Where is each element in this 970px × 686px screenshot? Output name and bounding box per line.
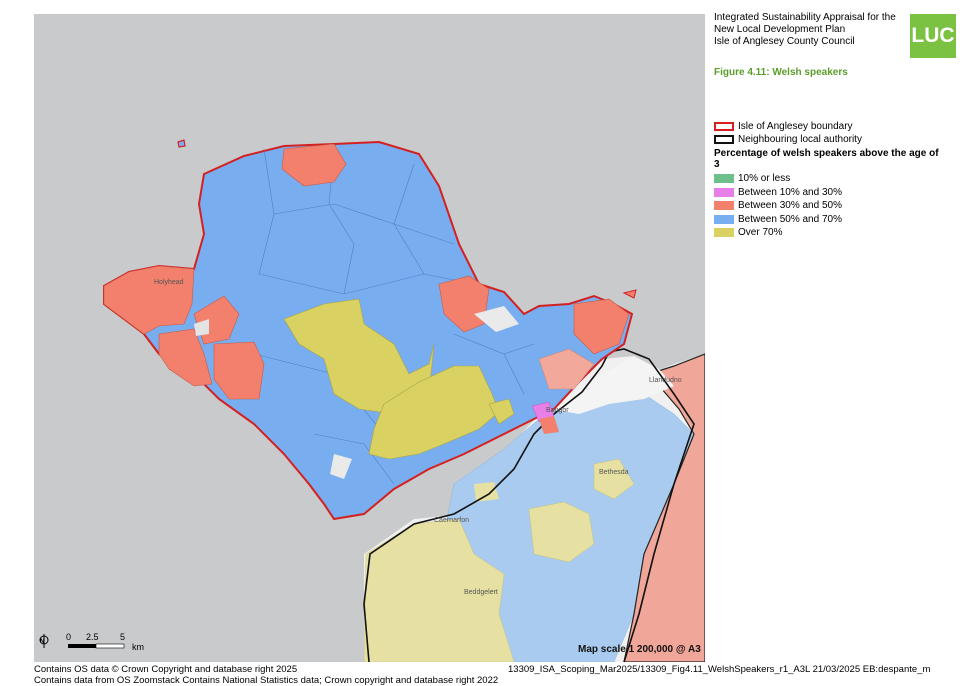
header-org: Isle of Anglesey County Council bbox=[714, 36, 855, 47]
place-bangor: Bangor bbox=[546, 407, 569, 414]
place-caernarfon: Caernarfon bbox=[434, 517, 469, 524]
ward-red-bangor bbox=[539, 416, 559, 434]
ward-red-beaumaris bbox=[573, 298, 630, 355]
legend-title: Percentage of welsh speakers above the a… bbox=[714, 147, 939, 170]
svg-text:N: N bbox=[40, 639, 44, 645]
north-arrow-icon: N bbox=[39, 634, 49, 648]
legend-class-3: Between 50% and 70% bbox=[714, 213, 944, 225]
svg-text:km: km bbox=[132, 642, 144, 652]
svg-text:5: 5 bbox=[120, 632, 125, 642]
mainland-ward-yellow bbox=[363, 518, 515, 662]
legend-class-4: Over 70% bbox=[714, 227, 944, 239]
neighbour-boundary bbox=[363, 348, 695, 662]
place-holyhead: Holyhead bbox=[154, 279, 184, 286]
ward-red-amlwch bbox=[438, 275, 490, 333]
mainland-ward-yellow-4 bbox=[474, 482, 499, 502]
anglesey-gap-2 bbox=[330, 454, 352, 479]
legend-boundary: Isle of Anglesey boundary bbox=[714, 120, 944, 132]
svg-text:2.5: 2.5 bbox=[86, 632, 99, 642]
ward-red-north bbox=[281, 143, 347, 187]
map-scale-text: Map scale 1 200,000 @ A3 bbox=[578, 644, 701, 655]
footer-copyright-2: Contains data from OS Zoomstack Contains… bbox=[34, 675, 499, 686]
legend-class-label: Between 30% and 50% bbox=[738, 200, 842, 211]
legend-boundary-label: Isle of Anglesey boundary bbox=[738, 120, 853, 132]
ward-pink-menai bbox=[538, 348, 595, 390]
mainland-white bbox=[549, 356, 674, 414]
ward-red-holyhead bbox=[103, 265, 195, 335]
legend-class-label: 10% or less bbox=[738, 173, 791, 184]
legend-swatch bbox=[714, 228, 734, 237]
ward-yellow-central bbox=[283, 298, 435, 415]
footer-copyright-1: Contains OS data © Crown Copyright and d… bbox=[34, 664, 298, 675]
luc-logo: LUC bbox=[910, 14, 956, 58]
place-beddgelert: Beddgelert bbox=[464, 589, 498, 596]
header-line2: New Local Development Plan bbox=[714, 24, 846, 35]
neighbour-pink bbox=[623, 353, 705, 662]
islet bbox=[177, 139, 186, 148]
footer-file-path: 13309_ISA_Scoping_Mar2025/13309_Fig4.11_… bbox=[508, 665, 931, 675]
anglesey-gap-3 bbox=[194, 319, 209, 336]
islet-2 bbox=[622, 289, 637, 299]
legend-class-2: Between 30% and 50% bbox=[714, 200, 944, 212]
ward-yellow-small bbox=[488, 398, 515, 425]
place-bethesda: Bethesda bbox=[599, 469, 629, 476]
legend-neighbour-swatch bbox=[714, 135, 734, 144]
legend-class-label: Over 70% bbox=[738, 227, 783, 238]
legend-class-1: Between 10% and 30% bbox=[714, 186, 944, 198]
map-canvas[interactable]: Holyhead Bangor Llandudno Caernarfon Bet… bbox=[34, 14, 705, 662]
ward-yellow-llangefni bbox=[368, 365, 500, 460]
figure-title: Figure 4.11: Welsh speakers bbox=[714, 67, 848, 78]
legend-class-label: Between 10% and 30% bbox=[738, 186, 842, 198]
legend-neighbour-label: Neighbouring local authority bbox=[738, 134, 862, 145]
legend-swatch bbox=[714, 201, 734, 210]
legend-class-0: 10% or less bbox=[714, 173, 944, 185]
legend-swatch bbox=[714, 174, 734, 183]
legend-swatch bbox=[714, 214, 734, 224]
legend-neighbour: Neighbouring local authority bbox=[714, 134, 944, 146]
mainland-ward-yellow-3 bbox=[593, 458, 635, 500]
mainland-ward-yellow-2 bbox=[528, 501, 595, 563]
scale-bar: 0 2.5 5 km bbox=[66, 632, 144, 652]
legend-class-label: Between 50% and 70% bbox=[738, 213, 842, 225]
header-line1: Integrated Sustainability Appraisal for … bbox=[714, 12, 896, 23]
legend-swatch bbox=[714, 187, 734, 197]
legend-boundary-swatch bbox=[714, 121, 734, 131]
header-panel: Integrated Sustainability Appraisal for … bbox=[714, 12, 964, 48]
place-llandudno: Llandudno bbox=[649, 377, 682, 384]
legend: Isle of Anglesey boundary Neighbouring l… bbox=[714, 120, 944, 240]
ward-red-rhosneigr bbox=[213, 341, 265, 400]
anglesey-gap bbox=[474, 306, 519, 332]
svg-text:0: 0 bbox=[66, 632, 71, 642]
